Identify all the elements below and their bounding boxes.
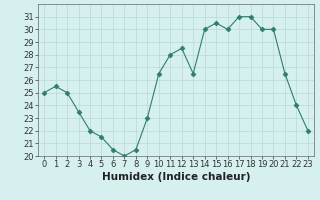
X-axis label: Humidex (Indice chaleur): Humidex (Indice chaleur) [102, 172, 250, 182]
